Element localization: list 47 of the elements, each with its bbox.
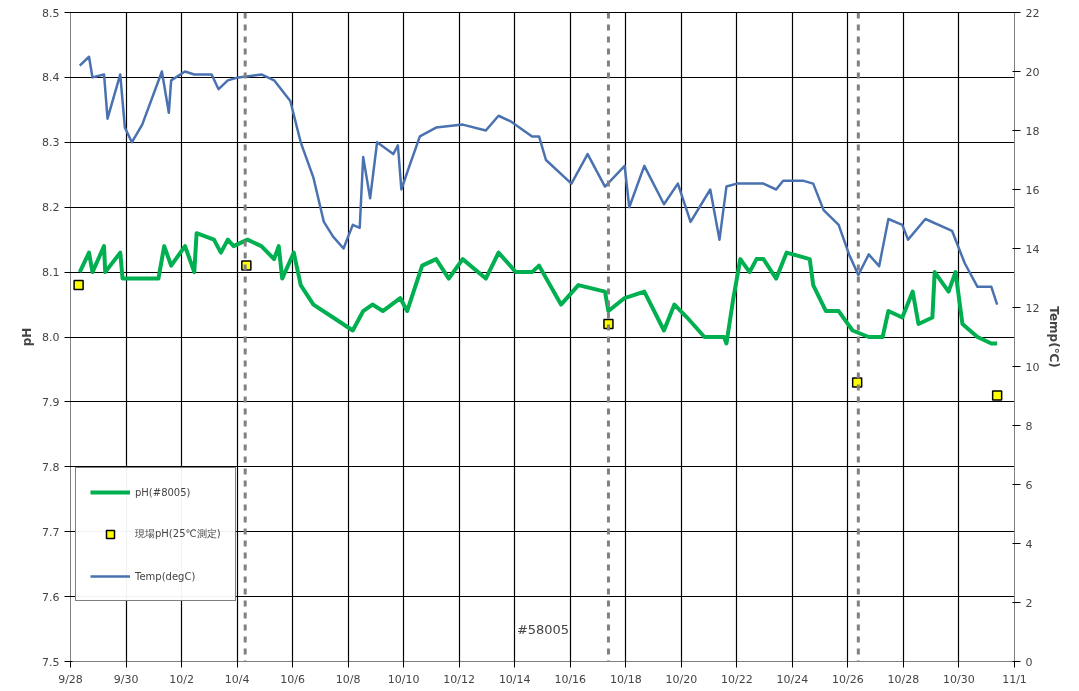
x-tick-label: 10/22 [721,672,753,686]
x-tick-label: 10/30 [943,672,975,686]
y-tick-label: 8.4 [42,71,60,85]
x-tick-label: 10/2 [169,672,194,686]
x-tick-label: 10/10 [387,672,420,686]
y2-tick-label: 16 [1025,183,1040,197]
y-tick-label: 8.2 [42,201,60,215]
legend-label: 現場pH(25℃測定) [135,527,221,541]
y2-tick-label: 22 [1025,6,1040,20]
x-tick-label: 10/28 [887,672,920,686]
y2-tick-label: 8 [1025,419,1033,433]
y2-axis-title: Temp(℃) [1047,306,1062,368]
y-tick-label: 7.7 [42,525,60,539]
y2-tick-label: 14 [1025,242,1040,256]
y-axis-title: pH [20,327,35,347]
x-tick-label: 10/20 [665,672,698,686]
x-tick-label: 10/8 [335,672,361,686]
y-tick-label: 7.5 [42,655,60,669]
y-tick-label: 8.0 [42,331,60,344]
y-tick-label: 8.1 [42,266,60,280]
y-tick-label: 8.3 [42,136,60,150]
y2-tick-label: 18 [1025,124,1040,138]
x-tick-label: 10/12 [443,672,476,686]
y-tick-label: 8.5 [42,6,60,20]
y-tick-label: 7.9 [42,395,60,409]
x-tick-label: 10/14 [498,672,531,686]
y2-tick-label: 4 [1025,537,1033,551]
y2-tick-label: 2 [1025,596,1033,610]
x-tick-label: 9/30 [113,672,139,686]
x-tick-label: 10/18 [609,672,642,686]
legend-label: pH(#8005) [135,486,191,498]
legend-label: Temp(degC) [135,570,196,582]
y2-tick-label: 20 [1025,65,1040,79]
y-tick-label: 7.8 [42,460,60,474]
x-tick-label: 11/1 [1002,672,1027,686]
y2-tick-label: 12 [1025,301,1040,315]
annotation: #58005 [516,622,570,637]
x-tick-label: 10/6 [280,672,305,686]
y-tick-label: 7.6 [42,590,60,604]
x-tick-label: 10/26 [832,672,864,686]
x-tick-label: 10/4 [224,672,250,686]
y2-tick-label: 10 [1025,360,1040,374]
x-tick-label: 10/16 [554,672,587,686]
x-tick-label: 10/24 [776,672,809,686]
x-tick-label: 9/28 [58,672,83,686]
y2-tick-label: 6 [1025,478,1033,492]
y2-tick-label: 0 [1025,655,1033,669]
